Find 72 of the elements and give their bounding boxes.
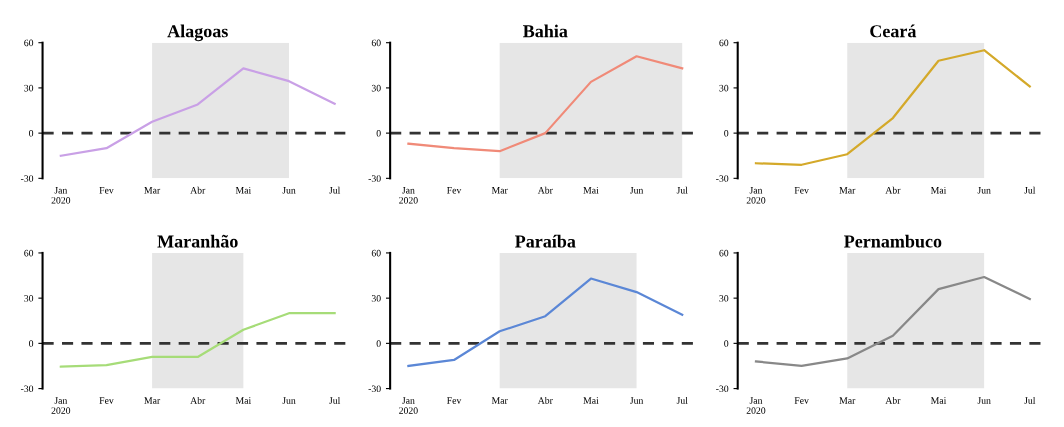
y-tick-label: 0 [29,130,34,137]
x-tick-label: Mai [930,186,947,194]
x-tick-label: Mar [491,397,508,404]
x-tick-label: Mar [839,397,856,404]
y-tick-label: 0 [724,340,729,347]
x-tick-label: Jan 2020 [51,397,71,414]
chart-title: Pernambuco [844,234,942,248]
x-tick-label: Abr [190,186,206,194]
x-tick-label: Mar [491,187,508,194]
x-tick-label: Fev [447,397,462,404]
x-tick-label: Fev [99,187,114,194]
x-tick-label: Mar [839,187,856,194]
y-tick-label: -30 [716,175,729,182]
y-tick-label: 30 [371,84,381,92]
chart-title: Paraíba [515,234,576,248]
y-tick-label: 0 [29,340,34,347]
y-tick-label: 30 [24,84,34,92]
y-tick-label: -30 [368,175,381,182]
chart-title: Alagoas [167,24,228,42]
y-tick-label: 30 [719,84,729,92]
x-tick-label: Abr [190,396,206,404]
x-tick-label: Jun [630,187,644,194]
chart-title: Bahia [523,24,568,38]
x-tick-label: Mai [583,397,599,404]
y-tick-label: 60 [24,39,34,47]
x-tick-label: Jan 2020 [746,397,766,414]
x-tick-label: Jun [977,187,991,194]
x-tick-label: Jul [1024,396,1036,404]
y-tick-label: 30 [719,295,729,302]
x-tick-label: Jun [630,397,644,404]
x-tick-label: Jun [282,397,296,404]
x-tick-label: Mai [235,397,252,404]
x-tick-label: Jun [977,397,991,404]
y-tick-label: 60 [719,39,729,47]
x-tick-label: Mar [144,397,161,404]
x-tick-label: Jan 2020 [399,397,418,414]
x-tick-label: Jul [329,186,341,194]
x-tick-label: Jul [1024,186,1036,194]
y-tick-label: -30 [716,385,729,393]
y-tick-label: 0 [376,340,381,347]
x-tick-label: Abr [885,396,901,404]
x-tick-label: Abr [537,396,553,404]
y-tick-label: 0 [376,130,381,137]
x-tick-label: Fev [794,397,809,404]
x-tick-label: Fev [794,187,809,194]
x-tick-label: Mai [235,186,252,194]
y-tick-label: 30 [24,295,34,302]
y-tick-label: 60 [719,249,729,257]
y-tick-label: 60 [24,249,34,257]
x-tick-label: Abr [885,186,901,194]
x-tick-label: Mai [930,397,947,404]
x-tick-label: Jan 2020 [399,187,418,204]
chart-title: Ceará [870,24,917,38]
y-tick-label: 30 [371,295,381,302]
x-tick-label: Jan 2020 [51,187,71,204]
x-tick-label: Fev [447,187,462,194]
x-tick-label: Jul [329,396,341,404]
x-tick-label: Jun [282,187,296,194]
x-tick-label: Jul [676,396,688,404]
y-tick-label: 60 [371,249,381,257]
x-tick-label: Fev [99,397,114,404]
x-tick-label: Abr [537,186,553,194]
y-tick-label: -30 [20,175,34,182]
x-tick-label: Mar [144,187,161,194]
y-tick-label: 60 [371,39,381,47]
y-tick-label: 0 [724,130,729,137]
x-tick-label: Jan 2020 [746,187,766,204]
x-tick-label: Jul [676,186,688,194]
y-tick-label: -30 [20,385,34,393]
y-tick-label: -30 [368,385,381,393]
chart-title: Maranhão [157,234,238,248]
x-tick-label: Mai [583,186,599,194]
